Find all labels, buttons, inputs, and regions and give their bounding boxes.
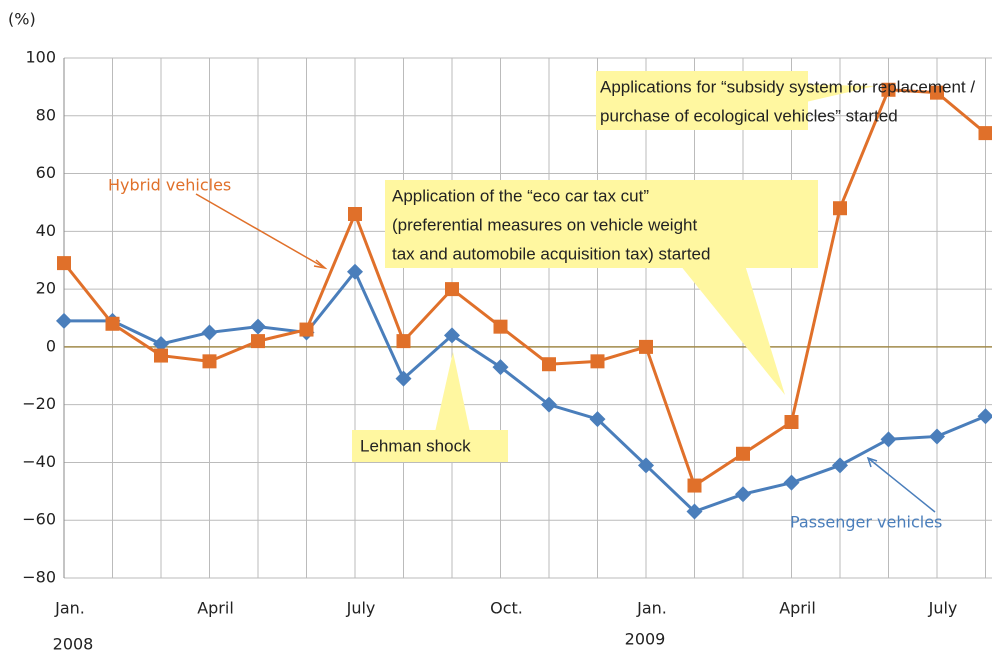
marker-square [590, 354, 605, 369]
x-tick-label: Jan. [636, 599, 667, 618]
marker-square [833, 201, 847, 216]
annotation-line: Applications for “subsidy system for rep… [600, 77, 975, 96]
marker-square [493, 319, 508, 334]
callout-pointer [435, 352, 470, 432]
y-tick-label: −20 [22, 394, 56, 413]
y-axis-label: (%) [8, 10, 36, 29]
y-tick-label: 80 [36, 105, 56, 124]
marker-square [881, 82, 896, 97]
annotation-line: Lehman shock [360, 436, 471, 455]
legend-label: Hybrid vehicles [108, 176, 231, 195]
marker-diamond [153, 336, 169, 352]
callouts [195, 71, 936, 513]
marker-square [396, 334, 411, 349]
marker-diamond [977, 408, 992, 425]
marker-square [736, 446, 750, 461]
x-tick-label: Oct. [490, 599, 523, 618]
annotation-line: tax and automobile acquisition tax) star… [392, 244, 710, 263]
x-tick-label: April [197, 599, 234, 618]
marker-square [445, 282, 459, 297]
marker-square [105, 316, 120, 331]
marker-diamond [56, 312, 72, 329]
marker-square [299, 322, 314, 337]
marker-diamond [735, 486, 751, 503]
callout-box [352, 430, 508, 462]
label-arrow-head [866, 456, 878, 468]
series-line [62, 88, 987, 488]
marker-diamond [929, 428, 945, 445]
y-tick-label: 60 [36, 163, 56, 182]
marker-square [784, 415, 799, 429]
year-label: 2009 [625, 630, 666, 649]
y-tick-label: −60 [22, 510, 56, 529]
marker-diamond [395, 370, 412, 387]
marker-square [930, 85, 944, 100]
marker-square [251, 334, 265, 349]
marker-diamond [880, 431, 897, 448]
marker-square [57, 256, 71, 271]
legend-label: Passenger vehicles [790, 513, 942, 532]
marker-square [639, 339, 653, 354]
callout-box [596, 71, 808, 130]
y-tick-label: 0 [46, 336, 56, 355]
annotation-line: (preferential measures on vehicle weight [392, 215, 697, 234]
label-arrow [867, 457, 936, 513]
x-tick-label: July [928, 599, 958, 618]
marker-diamond [832, 457, 848, 474]
marker-square [542, 357, 556, 372]
y-tick-label: 40 [36, 221, 56, 240]
annotation-line: purchase of ecological vehicles” started [600, 106, 898, 125]
annotation-line: Application of the “eco car tax cut” [392, 186, 649, 205]
y-tick-label: −80 [22, 568, 56, 587]
series-line [64, 268, 987, 514]
x-tick-label: April [779, 599, 816, 618]
marker-diamond [201, 324, 218, 341]
marker-diamond [783, 474, 800, 491]
x-tick-label: Jan. [54, 599, 85, 618]
x-tick-label: July [346, 599, 376, 618]
callout-box [385, 180, 818, 268]
marker-square [348, 207, 362, 221]
label-arrow [195, 193, 326, 269]
marker-diamond [347, 263, 363, 280]
label-arrow-head [313, 259, 328, 270]
marker-square [978, 126, 992, 141]
marker-square [687, 478, 702, 493]
marker-square [154, 348, 168, 363]
callout-pointer [680, 265, 785, 395]
marker-square [202, 354, 217, 369]
marker-diamond [589, 411, 606, 428]
marker-diamond [686, 503, 703, 520]
texts: (%) 2008 2009 Hybrid vehicles Passenger … [8, 10, 975, 653]
year-label: 2008 [53, 635, 94, 653]
y-tick-label: 100 [25, 48, 56, 67]
marker-diamond [638, 457, 654, 474]
y-tick-label: 20 [36, 279, 56, 298]
marker-diamond [492, 359, 509, 376]
plot [56, 82, 992, 520]
marker-diamond [541, 396, 557, 413]
marker-diamond [250, 318, 266, 335]
y-tick-label: −40 [22, 452, 56, 471]
marker-diamond [444, 327, 460, 344]
